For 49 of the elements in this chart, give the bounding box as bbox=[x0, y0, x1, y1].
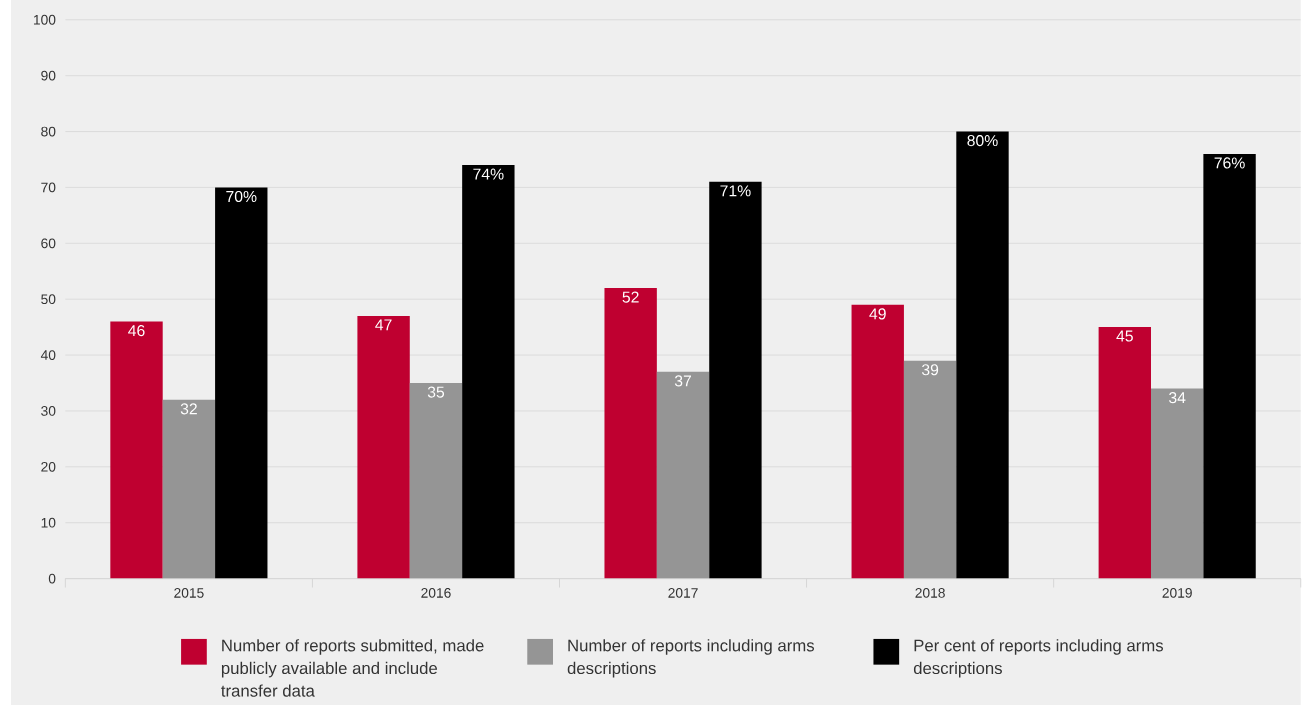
bar bbox=[656, 371, 710, 579]
x-tick-label: 2017 bbox=[668, 587, 698, 598]
data-label: 71% bbox=[720, 185, 751, 197]
y-tick-label: 80 bbox=[41, 126, 56, 137]
bar bbox=[604, 287, 657, 579]
data-label: 45 bbox=[1116, 330, 1133, 342]
data-label: 52 bbox=[622, 291, 639, 303]
y-tick-label: 40 bbox=[40, 350, 56, 360]
bar bbox=[903, 360, 957, 579]
bar bbox=[851, 304, 904, 579]
x-tick-label: 2015 bbox=[174, 587, 204, 598]
y-tick-label: 30 bbox=[41, 405, 56, 416]
y-tick-label: 90 bbox=[41, 70, 56, 81]
data-label: 70% bbox=[226, 190, 257, 202]
y-tick-label: 10 bbox=[41, 517, 56, 528]
y-tick-label: 60 bbox=[41, 238, 56, 249]
x-tick-label: 2018 bbox=[915, 587, 945, 598]
data-label: 49 bbox=[869, 308, 886, 320]
data-label: 35 bbox=[427, 386, 445, 398]
y-tick-label: 50 bbox=[41, 294, 56, 304]
data-label: 37 bbox=[674, 375, 692, 387]
legend-label: Number of reports submitted, made publicly available and include transfer data bbox=[221, 639, 484, 697]
y-tick-label: 20 bbox=[41, 461, 56, 472]
y-tick-label: 0 bbox=[48, 573, 56, 584]
data-label: 46 bbox=[128, 324, 145, 337]
data-label: 39 bbox=[921, 364, 939, 376]
x-tick-label: 2016 bbox=[421, 587, 451, 598]
y-tick-label: 100 bbox=[33, 14, 56, 25]
bar bbox=[162, 399, 216, 579]
data-label: 34 bbox=[1169, 391, 1186, 404]
bar bbox=[1098, 327, 1151, 579]
data-label: 80% bbox=[967, 134, 998, 147]
data-label: 32 bbox=[180, 403, 197, 415]
bar bbox=[462, 164, 515, 579]
bar bbox=[110, 321, 163, 579]
data-label: 74% bbox=[473, 168, 504, 180]
bar bbox=[956, 131, 1009, 579]
y-tick-label: 70 bbox=[41, 182, 56, 193]
legend-label: Number of reports including arms descriptions bbox=[567, 639, 815, 678]
bar bbox=[1203, 153, 1256, 579]
x-tick-label: 2019 bbox=[1162, 587, 1192, 598]
bar bbox=[709, 181, 762, 579]
bar bbox=[1150, 388, 1204, 579]
data-label: 47 bbox=[375, 319, 392, 331]
legend-label: Per cent of reports including arms descriptions bbox=[913, 639, 1164, 678]
bar bbox=[357, 315, 410, 579]
bar bbox=[215, 187, 268, 579]
bar bbox=[409, 382, 463, 579]
data-label: 76% bbox=[1214, 157, 1245, 169]
